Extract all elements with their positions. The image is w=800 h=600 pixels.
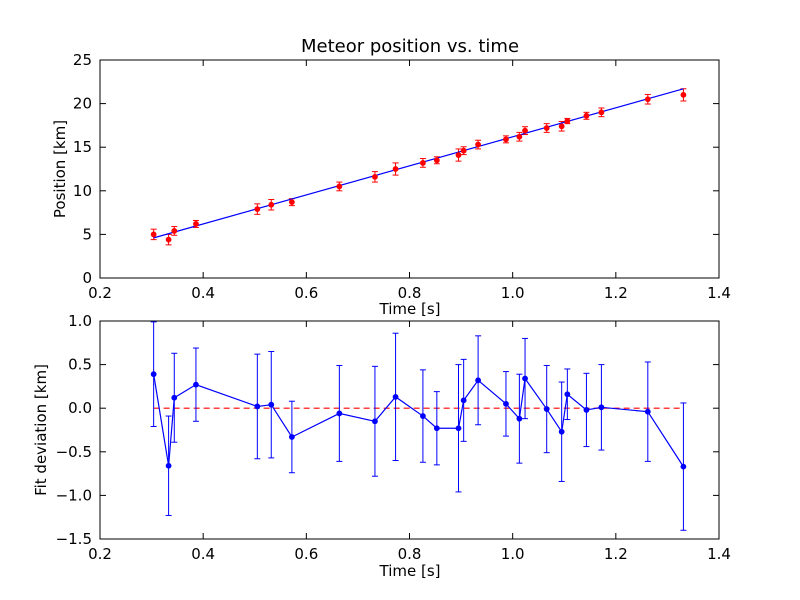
y-tick-label: 5 — [82, 225, 92, 243]
data-point — [193, 221, 199, 227]
data-point — [165, 236, 172, 243]
x-tick-label: 1.0 — [501, 284, 525, 302]
data-point — [475, 377, 482, 384]
y-tick-label: 0.5 — [68, 356, 92, 374]
data-point — [420, 159, 426, 166]
data-point — [336, 183, 343, 190]
data-point — [598, 404, 605, 411]
x-axis-label: Time [s] — [379, 562, 441, 580]
data-point — [475, 141, 482, 148]
x-tick-label: 1.2 — [604, 284, 628, 302]
y-tick-label: 20 — [73, 95, 92, 113]
x-tick-label: 0.2 — [88, 284, 112, 302]
x-ticks: 0.2 0.4 0.6 0.8 1.0 1.2 1.4 — [88, 321, 731, 563]
data-point — [288, 199, 295, 206]
data-point — [392, 393, 399, 400]
x-tick-label: 0.8 — [398, 284, 422, 302]
data-point — [583, 407, 590, 413]
data-point — [254, 206, 261, 213]
data-point — [558, 428, 565, 435]
x-tick-label: 0.8 — [398, 545, 422, 563]
data-point — [503, 400, 509, 407]
x-tick-label: 1.4 — [707, 545, 731, 563]
x-tick-label: 0.6 — [294, 284, 318, 302]
x-tick-label: 1.4 — [707, 284, 731, 302]
plot-area — [100, 60, 719, 278]
data-point — [171, 394, 178, 401]
data-point — [150, 231, 157, 238]
data-point — [254, 403, 261, 410]
y-tick-label: 0.0 — [68, 399, 92, 417]
data-point — [455, 152, 462, 158]
x-tick-label: 0.4 — [191, 284, 215, 302]
data-point — [543, 406, 550, 412]
data-point — [680, 91, 687, 98]
data-point — [564, 391, 571, 398]
y-tick-label: 15 — [73, 138, 92, 156]
x-tick-label: 0.4 — [191, 545, 215, 563]
position-chart: Meteor position vs. time 0.2 0.4 0.6 0.8 1.0… — [51, 36, 731, 318]
data-point — [193, 381, 199, 388]
data-point — [583, 112, 590, 119]
y-tick-label: 10 — [73, 182, 92, 200]
data-point — [455, 425, 462, 432]
data-point — [522, 127, 528, 134]
data-point — [150, 371, 157, 378]
x-ticks: 0.2 0.4 0.6 0.8 1.0 1.2 1.4 — [88, 60, 731, 302]
x-tick-label: 1.2 — [604, 545, 628, 563]
data-point — [171, 228, 178, 234]
y-axis-label: Fit deviation [km] — [32, 364, 50, 496]
y-ticks: 0 5 10 15 20 25 — [73, 51, 719, 287]
plot-area — [100, 321, 719, 539]
chart-title: Meteor position vs. time — [301, 36, 519, 57]
data-points — [150, 371, 687, 470]
x-tick-label: 0.2 — [88, 545, 112, 563]
data-point — [503, 136, 509, 143]
data-point — [372, 418, 378, 425]
data-point — [680, 463, 687, 470]
deviation-chart: 0.2 0.4 0.6 0.8 1.0 1.2 1.4 −1.5 −1.0 −0.5 0.0 0.5… — [32, 312, 731, 580]
data-point — [433, 425, 440, 432]
data-point — [420, 413, 426, 419]
data-point — [460, 147, 467, 154]
y-axis-label: Position [km] — [51, 120, 69, 218]
data-point — [564, 118, 571, 124]
y-tick-label: 0 — [82, 269, 92, 287]
data-point — [433, 157, 440, 164]
y-ticks: −1.5 −1.0 −0.5 0.0 0.5 1.0 — [56, 312, 719, 548]
data-point — [522, 375, 528, 382]
data-point — [336, 410, 343, 417]
data-point — [165, 462, 172, 469]
data-point — [644, 408, 651, 415]
data-point — [543, 125, 550, 131]
data-point — [516, 133, 523, 140]
y-tick-label: −1.0 — [56, 486, 92, 504]
data-point — [288, 434, 295, 440]
y-tick-label: −1.5 — [56, 530, 92, 548]
y-tick-label: −0.5 — [56, 443, 92, 461]
x-axis-label: Time [s] — [379, 300, 441, 318]
data-point — [516, 415, 523, 422]
data-point — [558, 123, 565, 130]
data-point — [392, 166, 399, 172]
data-point — [598, 109, 605, 116]
data-point — [372, 173, 378, 180]
fit-line — [153, 88, 684, 239]
x-tick-label: 1.0 — [501, 545, 525, 563]
data-point — [460, 397, 467, 404]
data-points — [150, 91, 687, 243]
data-point — [268, 401, 275, 408]
data-point — [644, 96, 651, 103]
y-tick-label: 25 — [73, 51, 92, 69]
x-tick-label: 0.6 — [294, 545, 318, 563]
data-point — [268, 201, 275, 208]
y-tick-label: 1.0 — [68, 312, 92, 330]
